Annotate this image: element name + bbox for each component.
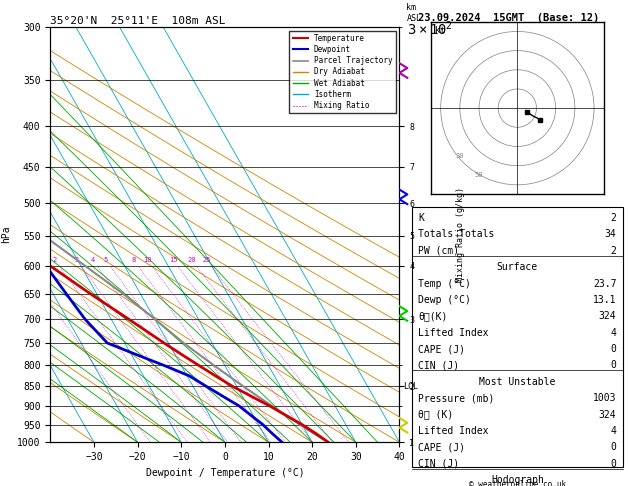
Text: 4: 4 xyxy=(611,328,616,338)
Text: 0: 0 xyxy=(611,459,616,469)
Text: kt: kt xyxy=(435,26,445,35)
Text: 23.09.2024  15GMT  (Base: 12): 23.09.2024 15GMT (Base: 12) xyxy=(418,13,599,23)
Text: 34: 34 xyxy=(604,229,616,240)
Text: Dewp (°C): Dewp (°C) xyxy=(418,295,471,305)
Text: Totals Totals: Totals Totals xyxy=(418,229,494,240)
Text: 0: 0 xyxy=(611,361,616,370)
Text: 0: 0 xyxy=(611,344,616,354)
Text: 10: 10 xyxy=(143,257,152,263)
Text: θᴁ (K): θᴁ (K) xyxy=(418,410,454,419)
Text: km
ASL: km ASL xyxy=(406,3,421,22)
Text: CIN (J): CIN (J) xyxy=(418,459,459,469)
Text: Hodograph: Hodograph xyxy=(491,475,544,485)
Text: 5: 5 xyxy=(104,257,108,263)
Text: CAPE (J): CAPE (J) xyxy=(418,442,465,452)
Text: Most Unstable: Most Unstable xyxy=(479,377,555,387)
Text: 4: 4 xyxy=(91,257,95,263)
Y-axis label: Mixing Ratio (g/kg): Mixing Ratio (g/kg) xyxy=(455,187,465,282)
Text: 50: 50 xyxy=(475,172,483,178)
Text: 0: 0 xyxy=(611,442,616,452)
Text: K: K xyxy=(418,213,424,223)
Text: 13.1: 13.1 xyxy=(593,295,616,305)
Text: Surface: Surface xyxy=(497,262,538,272)
Text: 324: 324 xyxy=(599,312,616,321)
Text: 2: 2 xyxy=(611,213,616,223)
Y-axis label: hPa: hPa xyxy=(1,226,11,243)
X-axis label: Dewpoint / Temperature (°C): Dewpoint / Temperature (°C) xyxy=(145,468,304,478)
Text: Temp (°C): Temp (°C) xyxy=(418,278,471,289)
Text: 15: 15 xyxy=(169,257,177,263)
Text: 324: 324 xyxy=(599,410,616,419)
Text: PW (cm): PW (cm) xyxy=(418,246,459,256)
Text: 1003: 1003 xyxy=(593,393,616,403)
Text: 20: 20 xyxy=(187,257,196,263)
Text: LCL: LCL xyxy=(403,382,418,391)
Text: θᴁ(K): θᴁ(K) xyxy=(418,312,448,321)
Text: 8: 8 xyxy=(131,257,136,263)
Text: 35°20'N  25°11'E  108m ASL: 35°20'N 25°11'E 108m ASL xyxy=(50,16,226,26)
Text: CIN (J): CIN (J) xyxy=(418,361,459,370)
Text: Lifted Index: Lifted Index xyxy=(418,426,489,436)
Text: Pressure (mb): Pressure (mb) xyxy=(418,393,494,403)
Text: Lifted Index: Lifted Index xyxy=(418,328,489,338)
Text: 4: 4 xyxy=(611,426,616,436)
Text: 3: 3 xyxy=(75,257,79,263)
Text: 2: 2 xyxy=(53,257,57,263)
Text: 23.7: 23.7 xyxy=(593,278,616,289)
Text: © weatheronline.co.uk: © weatheronline.co.uk xyxy=(469,480,566,486)
Legend: Temperature, Dewpoint, Parcel Trajectory, Dry Adiabat, Wet Adiabat, Isotherm, Mi: Temperature, Dewpoint, Parcel Trajectory… xyxy=(289,31,396,113)
Text: 2: 2 xyxy=(611,246,616,256)
Text: CAPE (J): CAPE (J) xyxy=(418,344,465,354)
Text: 30: 30 xyxy=(455,153,464,159)
Text: 25: 25 xyxy=(203,257,211,263)
